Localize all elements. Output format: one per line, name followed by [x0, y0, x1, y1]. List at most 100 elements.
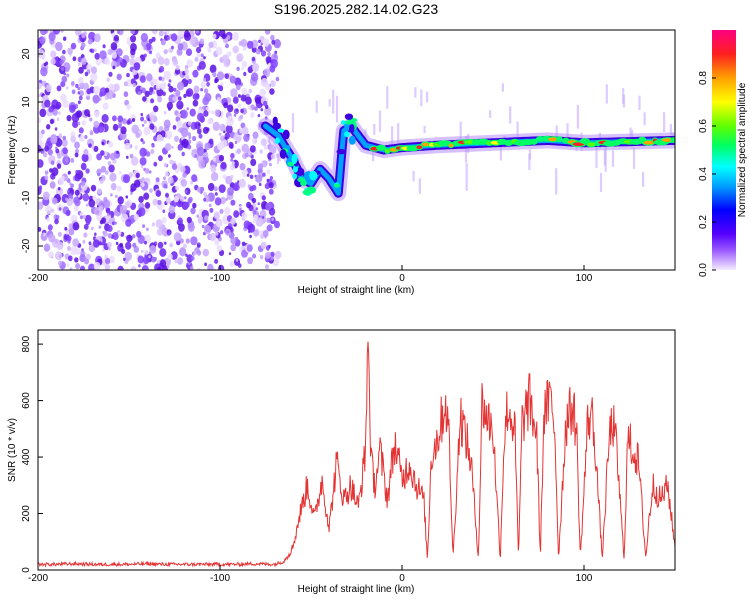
spectrogram-noise-blob — [108, 247, 111, 251]
spectrogram-noise-blob — [181, 151, 185, 157]
colorbar-tick-label: 0.0 — [698, 263, 709, 277]
spectrogram-noise-blob — [143, 192, 150, 200]
spectrogram-noise-blob — [236, 136, 242, 143]
spectrogram-noise-blob — [70, 157, 75, 163]
spectrogram-noise-blob — [92, 239, 100, 248]
spectrogram-noise-blob — [38, 144, 42, 153]
spectrogram-noise-blob — [50, 208, 55, 213]
spectrogram-noise-blob — [161, 227, 169, 237]
spectrogram-noise-blob — [227, 104, 234, 113]
spectrogram-noise-blob — [254, 97, 261, 104]
spectrogram-noise-blob — [181, 128, 189, 138]
spectrogram-transition-blob — [309, 170, 318, 181]
spectrogram-noise-blob — [229, 260, 235, 267]
spectrogram-noise-blob — [184, 189, 188, 194]
spectrogram-noise-blob — [81, 120, 87, 126]
spectrogram-noise-blob — [151, 222, 156, 227]
spectrogram-noise-blob — [174, 135, 179, 143]
spectrogram-noise-blob — [230, 152, 235, 159]
spectrogram-noise-blob — [259, 255, 264, 260]
colorbar-ticks: 0.0 0.2 0.4 0.6 0.8 — [698, 71, 716, 277]
spectrogram-noise-blob — [264, 106, 272, 116]
spectrogram-noise-blob — [160, 137, 164, 141]
spectrogram-noise-blob — [168, 205, 176, 214]
spectrogram-noise-blob — [127, 210, 130, 214]
spectrogram-noise-blob — [176, 120, 183, 128]
spectrogram-noise-blob — [232, 182, 240, 192]
spectrogram-noise-blob — [129, 153, 134, 159]
spectrogram-noise-blob — [60, 30, 64, 33]
spectrogram-noise-blob — [130, 30, 136, 35]
spectrogram-noise-blob — [157, 199, 162, 206]
spectrogram-streak — [418, 178, 421, 194]
spectrogram-noise-blob — [71, 81, 75, 86]
spectrogram-noise-blob — [108, 255, 115, 264]
spectrogram-noise-blob — [49, 181, 56, 189]
spectrogram-noise-blob — [192, 99, 199, 107]
spectrogram-noise-blob — [67, 235, 72, 242]
spectrogram-noise-blob — [84, 258, 89, 265]
spectrogram-noise-blob — [144, 250, 149, 256]
spectrogram-noise-blob — [126, 104, 131, 110]
spectrogram-noise-blob — [46, 124, 51, 130]
spectrogram-noise-blob — [146, 73, 153, 82]
spectrogram-noise-blob — [230, 199, 236, 206]
spectrogram-noise-blob — [243, 133, 250, 142]
spectrogram-noise-blob — [205, 106, 209, 111]
spectrogram-streak — [412, 171, 415, 182]
spectrogram-noise-blob — [58, 111, 61, 115]
snr-x-tick-label: 0 — [399, 573, 405, 584]
spectrogram-noise-blob — [230, 217, 236, 225]
spectrogram-noise-blob — [71, 104, 77, 110]
spectrogram-noise-blob — [249, 234, 252, 239]
spectrogram-noise-blob — [170, 33, 178, 42]
spectrogram-noise-blob — [274, 50, 278, 55]
spectrogram-noise-blob — [68, 255, 73, 262]
spectrogram-noise-blob — [226, 230, 230, 234]
spectrogram-noise-blob — [204, 215, 209, 221]
spectrogram-noise-blob — [137, 91, 141, 96]
spectrogram-noise-blob — [190, 180, 194, 185]
spectrogram-noise-blob — [93, 33, 101, 43]
spectrogram-noise-blob — [183, 94, 187, 98]
spectrogram-noise-blob — [51, 197, 58, 205]
spectrogram-noise-blob — [75, 148, 79, 154]
spectrogram-noise-blob — [48, 106, 54, 113]
spectrogram-noise-blob — [148, 170, 152, 174]
spectrogram-noise-blob — [62, 100, 69, 108]
spectrogram-noise-blob — [56, 117, 60, 121]
spectrogram-noise-blob — [173, 232, 182, 242]
spectrogram-noise-blob — [43, 243, 51, 252]
spectrogram-noise-blob — [228, 252, 232, 256]
spectrogram-noise-blob — [233, 210, 240, 218]
spectrogram-noise-blob — [86, 63, 92, 71]
spectrogram-noise-blob — [153, 78, 158, 85]
spectrogram-transition-blob — [277, 128, 285, 133]
spectrogram-noise-blob — [158, 30, 164, 37]
spectrogram-noise-blob — [153, 161, 158, 167]
spectrogram-noise-blob — [192, 135, 197, 142]
spectrogram-noise-blob — [67, 246, 71, 251]
spectrogram-streak — [509, 106, 512, 124]
spectrogram-noise-blob — [209, 232, 217, 242]
colorbar: 0.0 0.2 0.4 0.6 0.8 Normalized spectral ampl… — [698, 30, 748, 277]
spectrogram-noise-blob — [219, 123, 226, 132]
spectrogram-noise-blob — [204, 262, 208, 267]
spectrogram-noise-blob — [236, 148, 241, 154]
spectrogram-noise-blob — [144, 90, 150, 98]
spectrogram-noise-blob — [192, 93, 198, 100]
spectrogram-noise-blob — [135, 132, 141, 139]
spectrogram-noise-blob — [41, 129, 45, 135]
spectrogram-noise-blob — [44, 99, 51, 108]
spectrogram-noise-blob — [133, 213, 140, 221]
spectrogram-noise-blob — [270, 34, 275, 41]
spectrogram-noise-blob — [264, 182, 270, 190]
spectrogram-noise-blob — [89, 130, 93, 134]
spectrogram-noise-blob — [220, 135, 225, 142]
snr-y-label: SNR (10 * v/v) — [7, 418, 18, 482]
spectrogram-noise-blob — [144, 168, 150, 174]
spectrogram-noise-blob — [165, 130, 173, 140]
spectrogram-noise-blob — [50, 160, 55, 165]
spectrogram-noise-blob — [66, 73, 70, 78]
